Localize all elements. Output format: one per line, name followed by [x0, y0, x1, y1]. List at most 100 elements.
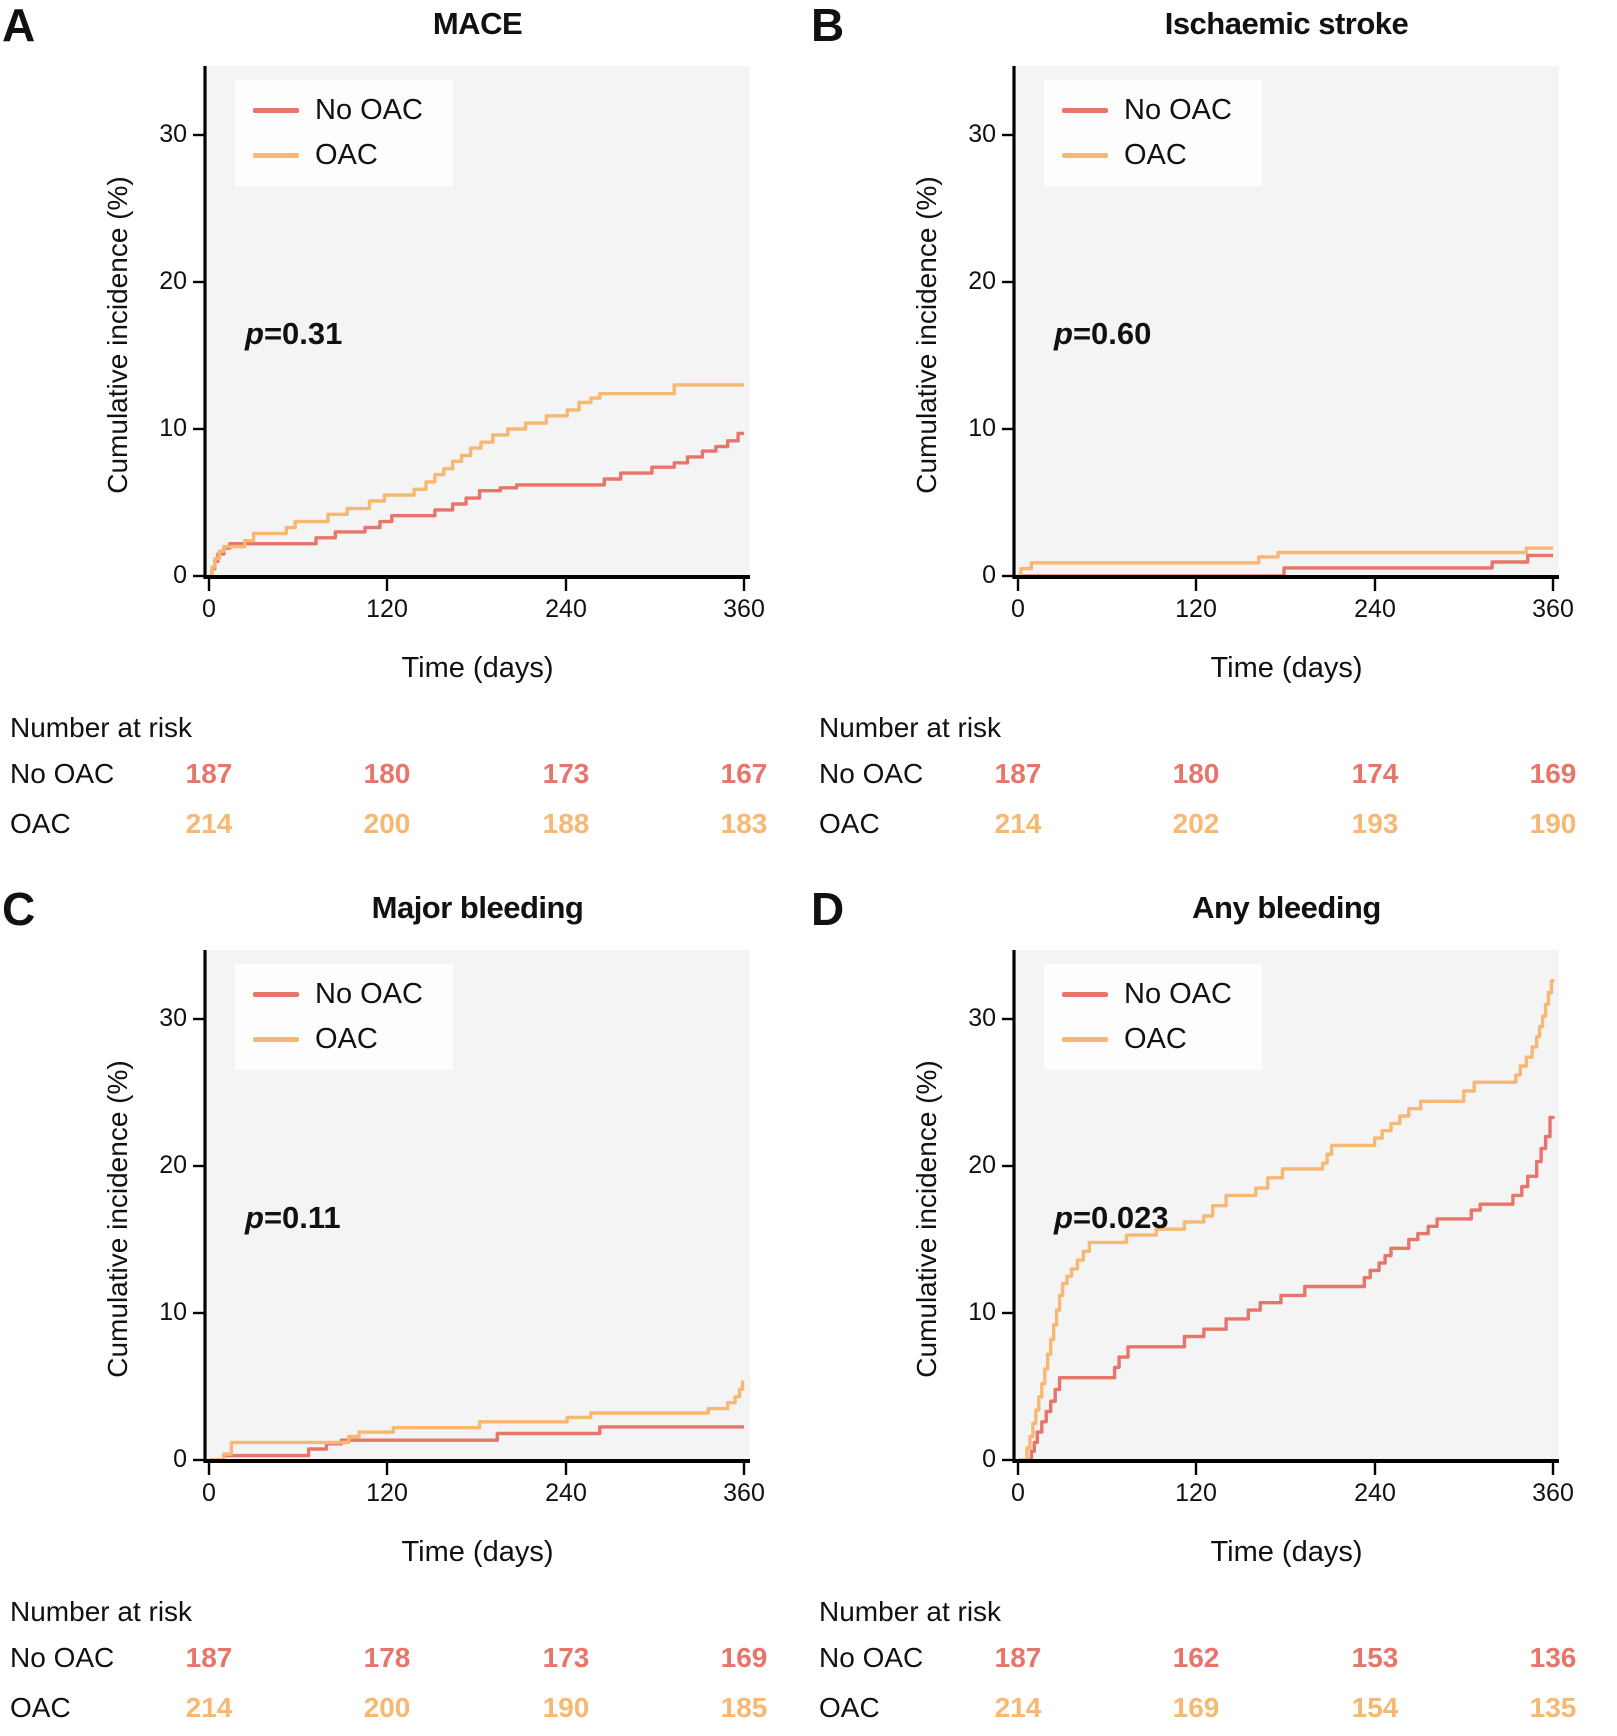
y-tick-label: 0 — [982, 561, 996, 589]
km-plot-svg — [193, 66, 750, 591]
x-axis-label: Time (days) — [1210, 652, 1363, 684]
risk-value: 200 — [363, 1692, 411, 1723]
oac-line-swatch — [253, 153, 299, 158]
plot-area: 30 20 10 0 0 120 240 360 No OAC OAC p=0.… — [159, 58, 765, 658]
risk-value: 187 — [994, 1642, 1042, 1673]
risk-value: 167 — [720, 758, 768, 789]
curve-oac — [1018, 979, 1555, 1462]
curve-no-oac — [1018, 1115, 1555, 1462]
panel-c-major-bleeding: C Major bleeding Cumulative incidence (%… — [0, 883, 808, 1736]
risk-row-oac: OAC 214 169 154 135 — [809, 1692, 1617, 1726]
risk-value: 187 — [994, 758, 1042, 789]
x-tick-label: 0 — [1011, 595, 1025, 623]
legend: No OAC OAC — [1044, 80, 1262, 186]
risk-value: 173 — [542, 1642, 590, 1673]
risk-table-header: Number at risk — [10, 1596, 193, 1627]
risk-row-label: No OAC — [10, 758, 115, 789]
risk-value: 193 — [1351, 808, 1399, 839]
risk-value: 200 — [363, 808, 411, 839]
curve-oac — [209, 383, 744, 578]
x-tick-label: 240 — [545, 595, 587, 623]
x-tick-label: 360 — [1532, 595, 1574, 623]
risk-value: 169 — [1529, 758, 1577, 789]
risk-value: 214 — [994, 1692, 1042, 1723]
y-tick-label: 30 — [968, 1004, 996, 1032]
p-symbol: p — [1054, 316, 1073, 351]
risk-value: 185 — [720, 1692, 768, 1723]
x-tick-label: 240 — [1354, 1479, 1396, 1507]
y-axis-label: Cumulative incidence (%) — [911, 176, 942, 494]
p-number: =0.31 — [263, 316, 343, 351]
x-tick-label: 360 — [723, 1479, 765, 1507]
y-tick-label: 30 — [159, 1004, 187, 1032]
x-tick-label: 240 — [1354, 595, 1396, 623]
legend-row: No OAC — [253, 94, 423, 127]
p-value: p=0.31 — [245, 316, 342, 352]
risk-row-no-oac: No OAC 187 180 174 169 — [809, 758, 1617, 792]
x-axis-label: Time (days) — [1210, 1536, 1363, 1568]
risk-value: 180 — [1172, 758, 1220, 789]
x-tick-label: 360 — [723, 595, 765, 623]
y-tick-label: 10 — [968, 1298, 996, 1326]
km-curves — [1018, 979, 1555, 1462]
plot-area: 30 20 10 0 0 120 240 360 No OAC OAC p=0.… — [159, 942, 765, 1542]
legend: No OAC OAC — [235, 964, 453, 1070]
p-number: =0.023 — [1072, 1200, 1169, 1235]
curve-oac — [209, 1380, 745, 1462]
panel-letter: B — [811, 0, 844, 51]
x-tick-label: 120 — [366, 595, 408, 623]
legend-label: No OAC — [315, 978, 423, 1010]
y-tick-label: 0 — [173, 1445, 187, 1473]
km-curves — [209, 1380, 745, 1462]
legend-label: OAC — [1124, 139, 1187, 171]
legend-row: No OAC — [1062, 94, 1232, 127]
legend-row: OAC — [1062, 139, 1232, 172]
risk-row-label: OAC — [10, 808, 71, 839]
plot-area: 30 20 10 0 0 120 240 360 No OAC OAC p=0.… — [968, 58, 1574, 658]
x-tick-label: 0 — [1011, 1479, 1025, 1507]
panel-title: Any bleeding — [1192, 890, 1381, 925]
y-tick-label: 20 — [968, 267, 996, 295]
oac-line-swatch — [253, 1037, 299, 1042]
risk-value: 214 — [185, 808, 233, 839]
legend: No OAC OAC — [1044, 964, 1262, 1070]
y-tick-label: 10 — [159, 1298, 187, 1326]
km-curves — [1018, 546, 1553, 578]
panel-title: Major bleeding — [371, 890, 584, 925]
risk-row-label: OAC — [819, 1692, 880, 1723]
risk-row-label: OAC — [819, 808, 880, 839]
p-number: =0.60 — [1072, 316, 1152, 351]
risk-table-header: Number at risk — [10, 712, 193, 743]
no-oac-line-swatch — [253, 108, 299, 113]
risk-row-label: No OAC — [819, 1642, 924, 1673]
oac-line-swatch — [1062, 153, 1108, 158]
legend-row: OAC — [1062, 1023, 1232, 1056]
p-number: =0.11 — [263, 1200, 341, 1235]
y-tick-label: 10 — [968, 414, 996, 442]
number-at-risk-table: Number at risk No OAC 187 162 153 136 OA… — [809, 1596, 1617, 1736]
x-tick-label: 120 — [1175, 595, 1217, 623]
y-axis-label: Cumulative incidence (%) — [911, 1060, 942, 1378]
risk-value: 169 — [720, 1642, 768, 1673]
risk-value: 214 — [185, 1692, 233, 1723]
x-axis-label: Time (days) — [401, 1536, 554, 1568]
no-oac-line-swatch — [1062, 108, 1108, 113]
risk-value: 154 — [1351, 1692, 1399, 1723]
risk-value: 162 — [1172, 1642, 1220, 1673]
risk-value: 135 — [1529, 1692, 1577, 1723]
risk-row-no-oac: No OAC 187 180 173 167 — [0, 758, 808, 792]
y-tick-label: 10 — [159, 414, 187, 442]
legend-label: OAC — [315, 139, 378, 171]
risk-row-label: No OAC — [10, 1642, 115, 1673]
x-tick-label: 360 — [1532, 1479, 1574, 1507]
p-symbol: p — [245, 316, 264, 351]
x-tick-label: 120 — [366, 1479, 408, 1507]
panel-b-ischaemic-stroke: B Ischaemic stroke Cumulative incidence … — [809, 0, 1617, 850]
x-tick-label: 0 — [202, 595, 216, 623]
risk-value: 183 — [720, 808, 768, 839]
number-at-risk-table: Number at risk No OAC 187 178 173 169 OA… — [0, 1596, 808, 1736]
y-tick-label: 30 — [968, 120, 996, 148]
y-tick-label: 0 — [982, 1445, 996, 1473]
y-tick-label: 30 — [159, 120, 187, 148]
legend: No OAC OAC — [235, 80, 453, 186]
